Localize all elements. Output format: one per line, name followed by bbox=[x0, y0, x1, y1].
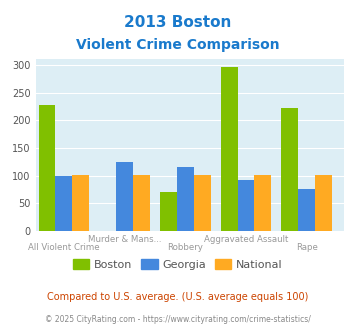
Text: Violent Crime Comparison: Violent Crime Comparison bbox=[76, 38, 279, 52]
Bar bbox=[237, 180, 255, 231]
Bar bbox=[282, 108, 298, 231]
Bar bbox=[72, 175, 89, 231]
Text: Compared to U.S. average. (U.S. average equals 100): Compared to U.S. average. (U.S. average … bbox=[47, 292, 308, 302]
Text: © 2025 CityRating.com - https://www.cityrating.com/crime-statistics/: © 2025 CityRating.com - https://www.city… bbox=[45, 315, 310, 324]
Legend: Boston, Georgia, National: Boston, Georgia, National bbox=[68, 255, 287, 274]
Text: All Violent Crime: All Violent Crime bbox=[28, 243, 100, 252]
Text: 2013 Boston: 2013 Boston bbox=[124, 15, 231, 30]
Bar bbox=[315, 175, 332, 231]
Bar bbox=[221, 67, 237, 231]
Text: Rape: Rape bbox=[296, 243, 318, 252]
Bar bbox=[160, 192, 177, 231]
Bar bbox=[194, 175, 211, 231]
Bar bbox=[55, 176, 72, 231]
Bar bbox=[298, 189, 315, 231]
Bar bbox=[177, 167, 194, 231]
Bar bbox=[133, 175, 150, 231]
Text: Aggravated Assault: Aggravated Assault bbox=[204, 235, 288, 245]
Text: Robbery: Robbery bbox=[167, 243, 203, 252]
Bar bbox=[39, 105, 55, 231]
Bar bbox=[116, 162, 133, 231]
Text: Murder & Mans...: Murder & Mans... bbox=[88, 235, 162, 245]
Bar bbox=[255, 175, 271, 231]
